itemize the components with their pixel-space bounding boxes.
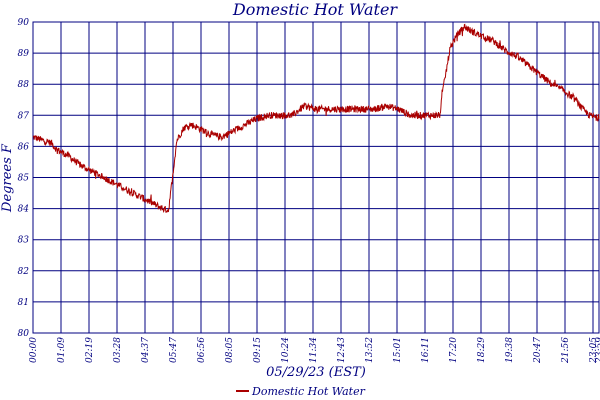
legend: Domestic Hot Water bbox=[236, 385, 366, 398]
y-tick-label: 83 bbox=[18, 236, 30, 246]
x-tick-label: 18:29 bbox=[477, 337, 487, 363]
y-tick-label: 89 bbox=[18, 49, 30, 59]
x-tick-label: 02:19 bbox=[85, 337, 95, 363]
x-axis-label: 05/29/23 (EST) bbox=[266, 365, 366, 380]
y-tick-label: 82 bbox=[18, 267, 30, 277]
grid bbox=[32, 21, 600, 334]
x-tick-label: 01:09 bbox=[57, 337, 67, 363]
x-tick-label: 23:59 bbox=[595, 337, 600, 364]
x-tick-label: 12:43 bbox=[337, 337, 347, 363]
x-tick-label: 20:47 bbox=[533, 337, 543, 364]
y-axis-label: Degrees F bbox=[0, 143, 15, 213]
y-tick-label: 80 bbox=[18, 329, 30, 339]
plot-area bbox=[32, 21, 600, 334]
x-tick-label: 00:00 bbox=[29, 337, 39, 363]
x-tick-label: 15:01 bbox=[393, 337, 403, 363]
y-tick-label: 85 bbox=[18, 174, 30, 184]
chart-title: Domestic Hot Water bbox=[232, 0, 399, 19]
x-tick-label: 10:24 bbox=[281, 337, 291, 363]
x-tick-label: 23:05 bbox=[589, 337, 599, 364]
x-tick-label: 06:56 bbox=[197, 337, 207, 363]
y-tick-label: 84 bbox=[18, 205, 30, 215]
x-tick-label: 08:05 bbox=[225, 337, 235, 363]
y-tick-labels: 80 81 82 83 84 85 86 87 88 89 90 bbox=[18, 18, 30, 339]
x-tick-label: 17:20 bbox=[449, 337, 459, 363]
x-tick-label: 16:11 bbox=[421, 337, 431, 363]
x-tick-label: 13:52 bbox=[365, 337, 375, 363]
y-tick-label: 88 bbox=[18, 80, 30, 90]
x-tick-label: 09:15 bbox=[253, 337, 263, 363]
x-tick-label: 11:34 bbox=[309, 337, 319, 363]
x-tick-label: 04:37 bbox=[141, 337, 151, 363]
x-tick-label: 03:28 bbox=[113, 337, 123, 363]
y-tick-label: 86 bbox=[18, 142, 30, 152]
y-tick-label: 87 bbox=[18, 111, 30, 121]
x-tick-labels: 00:00 01:09 02:19 03:28 04:37 05:47 06:56 08:05… bbox=[29, 337, 600, 364]
y-tick-label: 81 bbox=[18, 298, 29, 308]
series-line-domestic-hot-water bbox=[32, 23, 600, 214]
legend-label: Domestic Hot Water bbox=[251, 385, 366, 398]
x-tick-label: 21:56 bbox=[561, 337, 571, 364]
x-tick-label: 19:38 bbox=[505, 337, 515, 363]
y-tick-label: 90 bbox=[18, 18, 30, 28]
x-tick-label: 05:47 bbox=[169, 337, 179, 363]
